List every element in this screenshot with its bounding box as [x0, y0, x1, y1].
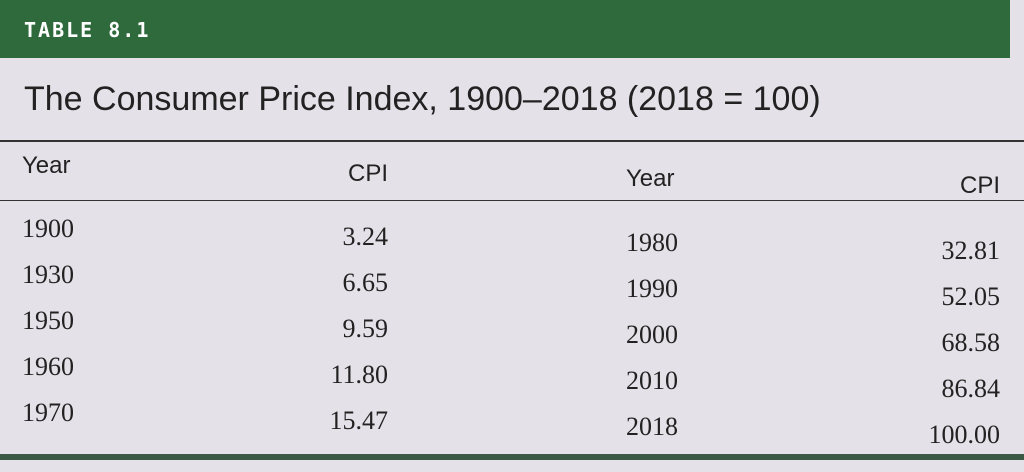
cpi-cell: 52.05: [941, 282, 1001, 311]
header-rule: [0, 200, 1024, 201]
table-banner: TABLE 8.1: [0, 0, 1010, 58]
table-title: The Consumer Price Index, 1900–2018 (201…: [24, 80, 821, 118]
year-cell: 2000: [626, 320, 678, 349]
year-cell: 1990: [626, 274, 678, 303]
column-header: CPI: [347, 160, 388, 187]
cpi-cell: 32.81: [941, 236, 1001, 265]
column-header: CPI: [959, 172, 1000, 199]
year-cell: 1900: [22, 214, 74, 243]
cpi-cell: 68.58: [941, 328, 1001, 357]
year-cell: 2018: [626, 412, 678, 441]
table-label: TABLE 8.1: [24, 18, 151, 42]
cpi-cell: 86.84: [941, 374, 1001, 403]
year-cell: 2010: [626, 366, 678, 395]
year-cell: 1960: [22, 352, 74, 381]
cpi-cell: 9.59: [342, 314, 389, 343]
cpi-cell: 100.00: [928, 420, 1001, 449]
bottom-rule: [0, 454, 1024, 460]
cpi-cell: 11.80: [330, 360, 388, 389]
column-header: Year: [22, 152, 71, 179]
cpi-cell: 6.65: [342, 268, 389, 297]
cpi-cell: 15.47: [329, 406, 389, 435]
cpi-cell: 3.24: [342, 222, 389, 251]
year-cell: 1970: [22, 398, 74, 427]
column-header: Year: [626, 165, 675, 192]
year-cell: 1950: [22, 306, 74, 335]
year-cell: 1930: [22, 260, 74, 289]
top-rule: [0, 140, 1024, 142]
year-cell: 1980: [626, 228, 678, 257]
